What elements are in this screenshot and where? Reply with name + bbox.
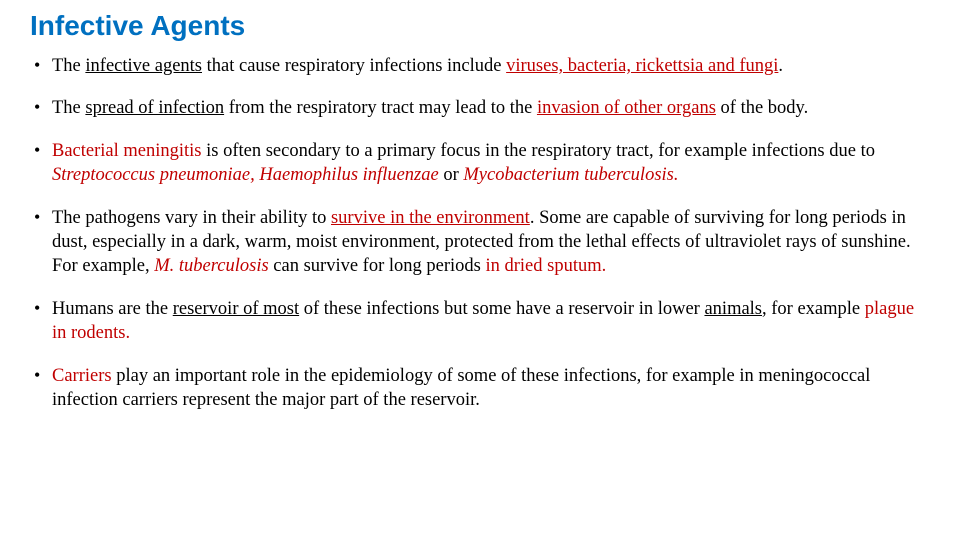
text-run: that cause respiratory infections includ… [202, 56, 506, 76]
text-run: Bacterial meningitis [52, 141, 202, 161]
slide-container: Infective Agents The infective agents th… [0, 0, 960, 450]
text-run: The [52, 98, 85, 118]
text-run: Humans are the [52, 299, 173, 319]
text-run: The [52, 56, 85, 76]
text-run: animals [704, 299, 762, 319]
bullet-item: Humans are the reservoir of most of thes… [30, 297, 930, 346]
text-run: of the body. [716, 98, 808, 118]
text-run: can survive for long periods [269, 256, 486, 276]
text-run: of these infections but some have a rese… [299, 299, 704, 319]
text-run: reservoir of most [173, 299, 299, 319]
text-run: from the respiratory tract may lead to t… [224, 98, 537, 118]
text-run: invasion of other organs [537, 98, 716, 118]
text-run: play an important role in the epidemiolo… [52, 366, 870, 410]
text-run: The pathogens vary in their ability to [52, 208, 331, 228]
bullet-list: The infective agents that cause respirat… [30, 54, 930, 412]
text-run: infective agents [85, 56, 202, 76]
text-run: survive in the environment [331, 208, 530, 228]
text-run: is often secondary to a primary focus in… [202, 141, 875, 161]
text-run: spread of infection [85, 98, 224, 118]
bullet-item: The infective agents that cause respirat… [30, 54, 930, 78]
text-run: Mycobacterium tuberculosis. [463, 165, 678, 185]
bullet-item: Carriers play an important role in the e… [30, 364, 930, 413]
text-run: or [443, 165, 463, 185]
text-run: in dried sputum. [485, 256, 606, 276]
text-run: Carriers [52, 366, 112, 386]
text-run: M. tuberculosis [154, 256, 268, 276]
text-run: viruses, bacteria, rickettsia and fungi [506, 56, 778, 76]
text-run: Streptococcus pneumoniae, Haemophilus in… [52, 165, 443, 185]
text-run: . [778, 56, 783, 76]
slide-title: Infective Agents [30, 10, 930, 42]
bullet-item: Bacterial meningitis is often secondary … [30, 139, 930, 188]
bullet-item: The pathogens vary in their ability to s… [30, 206, 930, 279]
bullet-item: The spread of infection from the respira… [30, 96, 930, 120]
text-run: , for example [762, 299, 865, 319]
